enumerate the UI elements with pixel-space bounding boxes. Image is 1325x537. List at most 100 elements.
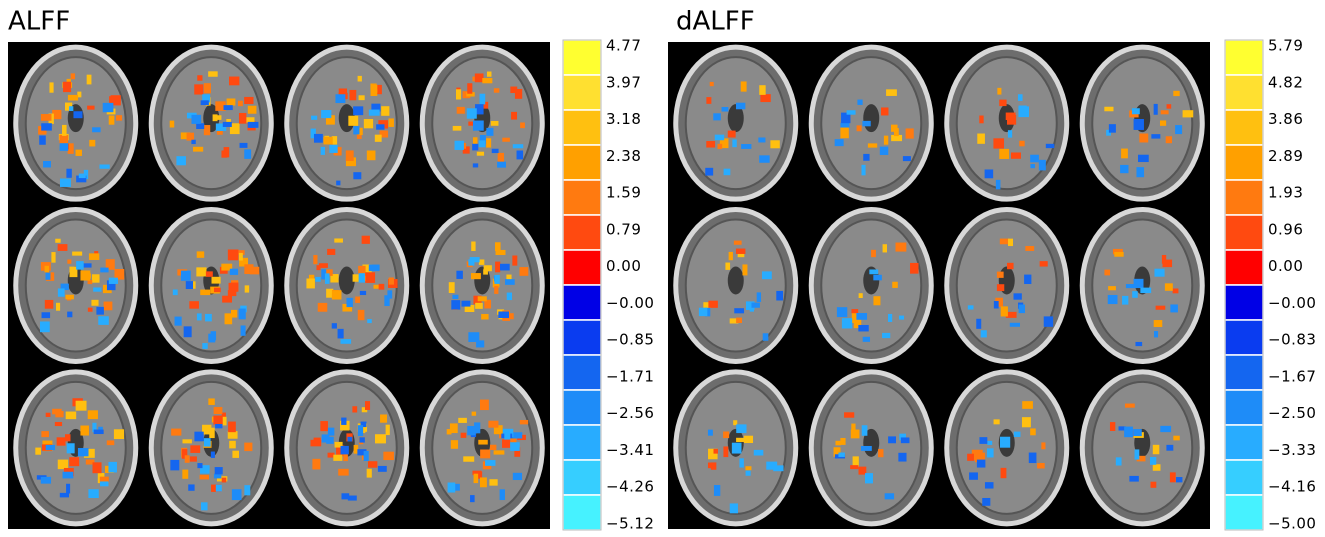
activation-blob	[83, 448, 95, 458]
activation-blob	[864, 473, 873, 484]
activation-blob	[45, 272, 51, 280]
activation-blob	[495, 249, 506, 256]
activation-blob	[723, 446, 729, 458]
activation-blob	[93, 287, 102, 292]
activation-blob	[1166, 104, 1172, 109]
activation-blob	[704, 307, 711, 317]
activation-blob	[357, 425, 364, 436]
activation-blob	[512, 255, 518, 266]
activation-blob	[846, 110, 856, 115]
activation-blob	[222, 295, 233, 303]
activation-blob	[325, 115, 335, 125]
activation-blob	[243, 117, 255, 123]
activation-blob	[736, 437, 747, 443]
activation-blob	[472, 163, 479, 168]
activation-blob	[476, 340, 485, 348]
activation-blob	[311, 115, 318, 120]
activation-blob	[898, 452, 907, 462]
activation-blob	[388, 277, 394, 285]
activation-blob	[208, 71, 218, 77]
activation-blob	[238, 308, 246, 320]
activation-blob	[44, 299, 54, 309]
activation-blob	[87, 279, 93, 285]
activation-blob	[455, 89, 462, 100]
activation-blob	[1108, 124, 1116, 133]
activation-blob	[974, 452, 986, 463]
activation-blob	[1039, 261, 1048, 267]
activation-blob	[357, 449, 367, 456]
activation-blob	[244, 285, 250, 293]
activation-blob	[92, 127, 101, 133]
activation-blob	[196, 123, 205, 129]
colorbar-label: −2.50	[1268, 404, 1316, 422]
activation-blob	[883, 135, 889, 145]
activation-blob	[479, 93, 486, 105]
colorbar-segment	[562, 109, 602, 146]
activation-blob	[454, 483, 460, 491]
activation-blob	[758, 137, 766, 143]
activation-blob	[1108, 286, 1116, 291]
activation-blob	[863, 153, 870, 161]
activation-blob	[472, 120, 484, 131]
activation-blob	[321, 269, 326, 280]
activation-blob	[467, 425, 476, 436]
activation-blob	[229, 440, 236, 449]
activation-blob	[721, 106, 729, 112]
activation-blob	[51, 252, 56, 263]
activation-blob	[463, 456, 475, 462]
activation-blob	[999, 99, 1007, 107]
activation-blob	[1166, 444, 1174, 451]
activation-blob	[96, 306, 104, 315]
activation-blob	[98, 316, 109, 325]
activation-blob	[1045, 143, 1055, 149]
colorbar-label: −0.85	[606, 331, 654, 349]
activation-blob	[205, 313, 212, 322]
brain-slice	[148, 44, 274, 202]
activation-blob	[519, 419, 529, 425]
activation-blob	[102, 102, 114, 113]
activation-blob	[486, 71, 492, 77]
activation-blob	[202, 424, 212, 435]
activation-blob	[742, 264, 748, 276]
activation-blob	[388, 118, 394, 127]
colorbar-label: 0.96	[1268, 220, 1303, 238]
activation-blob	[226, 98, 236, 106]
activation-blob	[734, 308, 745, 314]
activation-blob	[78, 173, 86, 179]
brain-slice	[808, 207, 934, 364]
activation-blob	[1109, 422, 1116, 431]
activation-blob	[321, 110, 332, 119]
activation-blob	[458, 417, 467, 423]
colorbar-segment	[562, 39, 602, 76]
activation-blob	[1106, 129, 1112, 136]
activation-blob	[472, 143, 479, 151]
activation-blob	[471, 273, 481, 280]
activation-blob	[468, 259, 475, 266]
activation-blob	[736, 317, 743, 323]
activation-blob	[713, 448, 718, 454]
activation-blob	[365, 272, 376, 283]
panel-title: dALFF	[676, 7, 755, 37]
activation-blob	[57, 459, 69, 470]
activation-blob	[499, 489, 505, 501]
activation-blob	[326, 288, 334, 298]
colorbar-label: 3.86	[1268, 110, 1303, 128]
activation-blob	[1129, 475, 1139, 482]
activation-blob	[728, 251, 733, 261]
activation-blob	[41, 312, 51, 319]
activation-blob	[83, 169, 89, 180]
brain-slice	[284, 369, 410, 527]
activation-blob	[516, 150, 524, 160]
activation-blob	[840, 437, 846, 445]
activation-blob	[340, 445, 349, 455]
activation-blob	[340, 420, 350, 431]
activation-blob	[200, 100, 209, 106]
activation-blob	[358, 95, 365, 101]
activation-blob	[238, 252, 243, 261]
activation-blob	[35, 447, 42, 455]
activation-blob	[105, 259, 115, 270]
activation-blob	[1114, 252, 1124, 257]
activation-blob	[75, 149, 82, 156]
activation-blob	[355, 296, 361, 303]
activation-blob	[377, 465, 387, 472]
